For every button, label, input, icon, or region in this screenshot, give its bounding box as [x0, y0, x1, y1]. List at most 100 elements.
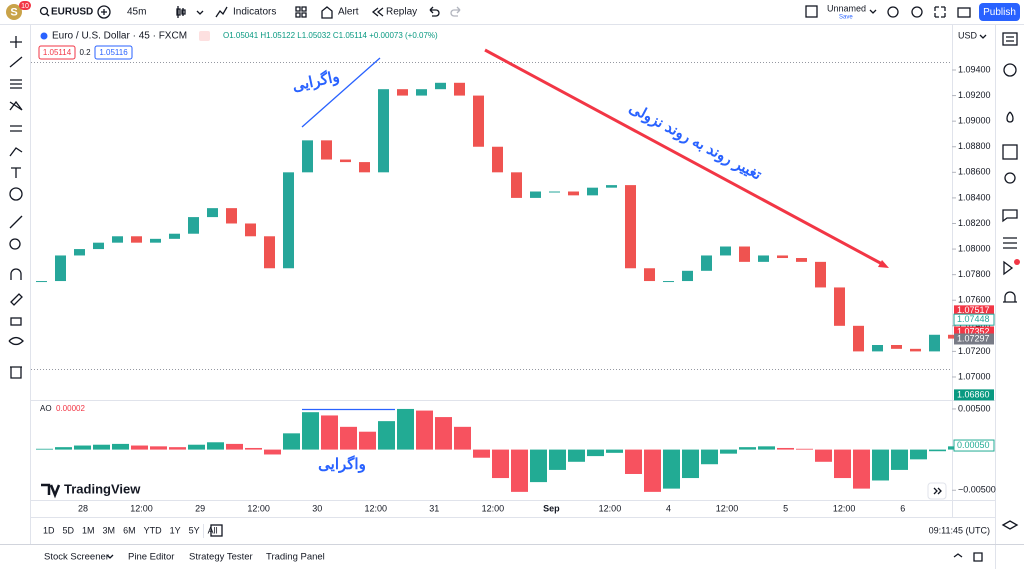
undo[interactable] — [429, 6, 440, 17]
ao-bar — [416, 410, 433, 450]
ao-bar — [644, 449, 661, 492]
ao-bar — [720, 449, 737, 454]
publish-button[interactable] — [979, 3, 1020, 21]
range-button[interactable]: 1D — [43, 525, 55, 535]
ao-bar — [36, 448, 53, 450]
ao-bar — [302, 412, 319, 450]
ao-name: AO — [40, 404, 52, 413]
candle — [226, 208, 237, 224]
indicators[interactable]: Indicators — [233, 7, 276, 18]
ao-bar — [910, 449, 927, 460]
candle — [644, 268, 655, 282]
ask: 1.05116 — [99, 48, 128, 57]
candle — [511, 172, 522, 198]
layout-name[interactable]: Unnamed — [827, 3, 866, 13]
dropdown[interactable] — [106, 554, 114, 559]
symbol[interactable]: EURUSD — [51, 7, 93, 18]
candle — [150, 238, 161, 243]
dropdown[interactable] — [869, 9, 877, 14]
ao-bar — [131, 445, 148, 450]
panel-tab[interactable]: Strategy Tester — [189, 552, 253, 563]
sidebar-icons[interactable] — [1001, 32, 1019, 530]
candle — [663, 281, 674, 283]
candle — [929, 334, 940, 352]
ao-bar — [701, 449, 718, 465]
ao-value: 0.00002 — [56, 404, 85, 413]
panel-tab[interactable]: Stock Screener — [44, 552, 109, 563]
x-tick-label: Sep — [543, 503, 560, 513]
range-button[interactable]: 5D — [63, 525, 75, 535]
candle — [530, 191, 541, 198]
ao-bar — [739, 447, 756, 450]
alert[interactable]: Alert — [338, 7, 359, 18]
ao-bar — [929, 449, 946, 452]
interval[interactable]: 45m — [127, 7, 146, 18]
compare-icon[interactable] — [97, 5, 111, 19]
range-button[interactable]: All — [208, 525, 218, 535]
candle — [131, 236, 142, 243]
settings[interactable] — [911, 6, 923, 18]
range-button[interactable]: 1M — [82, 525, 95, 535]
x-tick-label: 29 — [195, 503, 205, 513]
price-label: 1.07352 — [957, 326, 990, 336]
price-label: 1.06860 — [957, 389, 990, 399]
ao-bar — [511, 449, 528, 492]
range-button[interactable]: 5Y — [189, 525, 200, 535]
quick-search[interactable] — [887, 6, 899, 18]
candle — [587, 187, 598, 196]
panel-tab[interactable]: Pine Editor — [128, 552, 174, 563]
candle — [948, 334, 959, 339]
candle — [359, 162, 370, 173]
x-tick-label: 30 — [312, 503, 322, 513]
fullscreen[interactable] — [934, 6, 946, 18]
ao-bar — [207, 442, 224, 450]
range-button[interactable]: 3M — [103, 525, 116, 535]
trend-arrow — [484, 48, 885, 267]
y-tick-label: 1.07800 — [958, 269, 991, 279]
replay[interactable]: Replay — [386, 7, 417, 18]
dropdown[interactable] — [979, 34, 987, 39]
ao-label-box — [953, 439, 995, 452]
dropdown[interactable] — [196, 10, 204, 15]
tabs-border — [0, 544, 1024, 545]
chart-type-icon[interactable] — [176, 6, 186, 18]
range-button[interactable]: 1Y — [170, 525, 181, 535]
candle — [606, 185, 617, 188]
candle — [625, 185, 636, 269]
ao-bar — [74, 445, 91, 450]
buy-box[interactable] — [94, 45, 133, 60]
candle — [777, 255, 788, 259]
layout-icon[interactable] — [805, 5, 818, 18]
sell-box[interactable] — [38, 45, 76, 60]
candle — [302, 140, 313, 173]
panel-tab[interactable]: Trading Panel — [266, 552, 325, 563]
currency[interactable]: USD — [958, 30, 978, 40]
candle — [378, 89, 389, 173]
candle — [739, 246, 750, 262]
ao-bar — [321, 415, 338, 450]
panel-controls[interactable] — [953, 552, 983, 562]
goto-date[interactable] — [210, 524, 223, 537]
plot: 1.070001.072001.074001.076001.078001.080… — [36, 64, 996, 495]
candle — [416, 89, 427, 96]
publish: Publish — [983, 7, 1016, 18]
avatar[interactable] — [6, 4, 22, 20]
range-button[interactable]: 6M — [123, 525, 136, 535]
y-tick-label: 1.07000 — [958, 371, 991, 381]
candle — [568, 191, 579, 196]
range-button[interactable]: YTD — [144, 525, 163, 535]
legend-title: Euro / U.S. Dollar · 45 · FXCM — [52, 31, 187, 42]
ao-bar — [359, 431, 376, 450]
y-tick-label: 1.09200 — [958, 90, 991, 100]
redo[interactable] — [450, 6, 461, 17]
candle — [473, 95, 484, 147]
ao-bar — [530, 449, 547, 483]
x-tick-label: 31 — [429, 503, 439, 513]
snapshot[interactable] — [957, 7, 971, 18]
x-tick-label: 12:00 — [130, 503, 153, 513]
templates-icon[interactable] — [295, 6, 307, 18]
save[interactable]: Save — [839, 15, 853, 21]
drawing-tools[interactable] — [8, 36, 24, 379]
ao-bar — [758, 446, 775, 450]
ao-bar — [283, 433, 300, 450]
